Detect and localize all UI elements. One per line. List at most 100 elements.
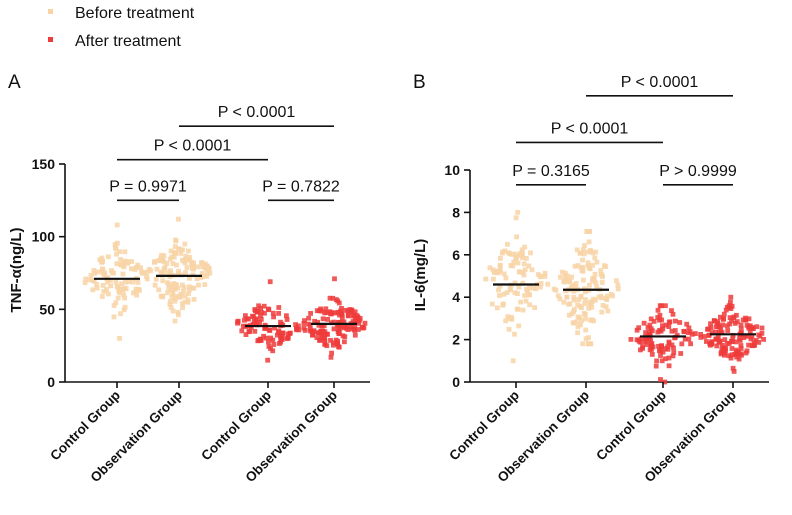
data-point	[308, 311, 313, 316]
data-point	[726, 303, 732, 308]
data-point	[555, 293, 561, 299]
data-point	[126, 279, 132, 285]
data-point	[581, 311, 587, 316]
data-point	[497, 283, 503, 289]
data-point	[301, 321, 307, 326]
data-point	[496, 268, 501, 274]
data-point	[156, 258, 161, 264]
data-point	[144, 274, 149, 279]
data-point	[176, 216, 181, 222]
data-point	[94, 282, 99, 287]
data-point	[584, 229, 590, 234]
data-point	[522, 244, 528, 250]
data-point	[100, 267, 106, 273]
data-point	[686, 336, 692, 342]
data-point	[644, 342, 650, 347]
data-point	[154, 266, 160, 272]
data-point	[575, 263, 581, 268]
data-point	[202, 282, 208, 287]
data-point	[182, 241, 188, 247]
data-point	[660, 349, 666, 355]
panel-a-category-label: Control Group	[198, 388, 274, 464]
data-point	[663, 303, 668, 309]
data-point	[569, 285, 575, 291]
data-point	[302, 318, 307, 323]
data-point	[603, 304, 609, 310]
data-point	[715, 319, 720, 324]
data-point	[503, 275, 509, 281]
data-point	[520, 307, 526, 313]
data-point	[720, 348, 726, 354]
data-point	[520, 255, 525, 261]
data-point	[339, 317, 345, 323]
legend-before-label: Before treatment	[75, 5, 195, 22]
data-point	[716, 340, 722, 345]
panel-a-y-tick-label: 50	[39, 301, 55, 317]
data-point	[720, 322, 725, 328]
data-point	[605, 293, 610, 299]
data-point	[578, 265, 584, 270]
data-point	[191, 297, 197, 302]
data-point	[531, 285, 536, 291]
data-point	[316, 330, 322, 336]
data-point	[173, 296, 178, 301]
data-point	[108, 283, 114, 289]
data-point	[605, 308, 611, 314]
data-point	[494, 305, 500, 311]
data-point	[352, 315, 358, 321]
data-point	[657, 317, 662, 323]
data-point	[572, 263, 578, 269]
data-point	[302, 328, 308, 333]
data-point	[728, 355, 734, 361]
data-point	[526, 263, 532, 269]
data-point	[184, 265, 190, 270]
data-point	[132, 267, 138, 272]
data-point	[327, 295, 333, 301]
data-point	[594, 284, 600, 290]
data-point	[362, 320, 368, 326]
data-point	[343, 323, 349, 328]
data-point	[576, 297, 582, 302]
data-point	[641, 320, 647, 326]
data-point	[687, 329, 693, 335]
data-point	[729, 338, 734, 344]
data-point	[731, 315, 736, 321]
data-point	[665, 346, 671, 352]
data-point	[170, 308, 176, 314]
data-point	[498, 255, 503, 261]
data-point	[311, 328, 317, 334]
data-point	[333, 337, 339, 343]
data-point	[577, 315, 583, 320]
data-point	[591, 276, 596, 282]
data-point	[512, 280, 518, 286]
data-point	[161, 259, 167, 265]
data-point	[501, 271, 507, 277]
data-point	[517, 269, 523, 275]
data-point	[515, 210, 521, 215]
data-point	[669, 342, 675, 348]
data-point	[337, 331, 342, 336]
data-point	[191, 285, 197, 291]
data-point	[119, 287, 125, 293]
data-point	[642, 339, 648, 344]
data-point	[567, 278, 573, 284]
data-point	[516, 284, 522, 290]
data-point	[512, 251, 518, 257]
data-point	[729, 318, 734, 324]
data-point	[346, 313, 351, 319]
data-point	[191, 266, 196, 272]
data-point	[679, 341, 685, 347]
data-point	[532, 305, 537, 310]
data-point	[306, 315, 311, 321]
data-point	[665, 344, 671, 350]
data-point	[729, 346, 735, 351]
data-point	[698, 332, 703, 337]
data-point	[738, 330, 744, 336]
data-point	[336, 344, 341, 350]
data-point	[114, 222, 120, 228]
data-point	[738, 346, 744, 351]
data-point	[352, 324, 358, 329]
data-point	[94, 269, 100, 275]
data-point	[243, 332, 249, 337]
